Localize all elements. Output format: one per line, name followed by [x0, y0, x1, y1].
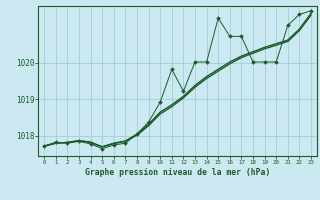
X-axis label: Graphe pression niveau de la mer (hPa): Graphe pression niveau de la mer (hPa): [85, 168, 270, 177]
